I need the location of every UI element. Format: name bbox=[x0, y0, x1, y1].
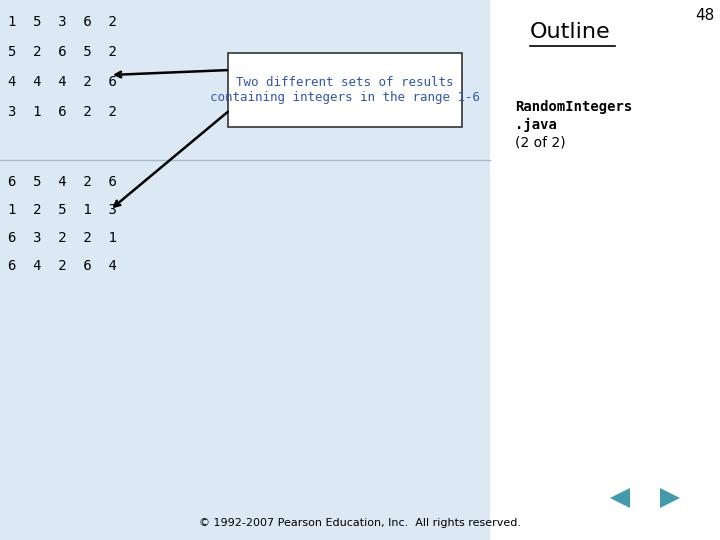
FancyBboxPatch shape bbox=[228, 53, 462, 127]
Text: Outline: Outline bbox=[530, 22, 611, 42]
Text: 4  4  4  2  6: 4 4 4 2 6 bbox=[8, 75, 117, 89]
Text: 6  3  2  2  1: 6 3 2 2 1 bbox=[8, 231, 117, 245]
Text: (2 of 2): (2 of 2) bbox=[515, 136, 566, 150]
Text: 6  5  4  2  6: 6 5 4 2 6 bbox=[8, 175, 117, 189]
Text: 1  5  3  6  2: 1 5 3 6 2 bbox=[8, 15, 117, 29]
FancyBboxPatch shape bbox=[490, 0, 720, 540]
Text: .java: .java bbox=[515, 118, 557, 132]
Polygon shape bbox=[610, 488, 630, 508]
Text: 48: 48 bbox=[696, 8, 715, 23]
Text: 5  2  6  5  2: 5 2 6 5 2 bbox=[8, 45, 117, 59]
Text: 1  2  5  1  3: 1 2 5 1 3 bbox=[8, 203, 117, 217]
Text: Two different sets of results
containing integers in the range 1-6: Two different sets of results containing… bbox=[210, 76, 480, 104]
FancyBboxPatch shape bbox=[0, 0, 490, 540]
Text: 3  1  6  2  2: 3 1 6 2 2 bbox=[8, 105, 117, 119]
Text: RandomIntegers: RandomIntegers bbox=[515, 100, 632, 114]
Text: 6  4  2  6  4: 6 4 2 6 4 bbox=[8, 259, 117, 273]
Text: © 1992-2007 Pearson Education, Inc.  All rights reserved.: © 1992-2007 Pearson Education, Inc. All … bbox=[199, 518, 521, 528]
Polygon shape bbox=[660, 488, 680, 508]
